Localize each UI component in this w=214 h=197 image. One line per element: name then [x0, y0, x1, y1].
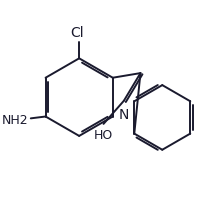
- Text: NH2: NH2: [1, 114, 28, 127]
- Text: Cl: Cl: [70, 26, 84, 40]
- Text: N: N: [119, 108, 129, 122]
- Text: HO: HO: [94, 129, 113, 142]
